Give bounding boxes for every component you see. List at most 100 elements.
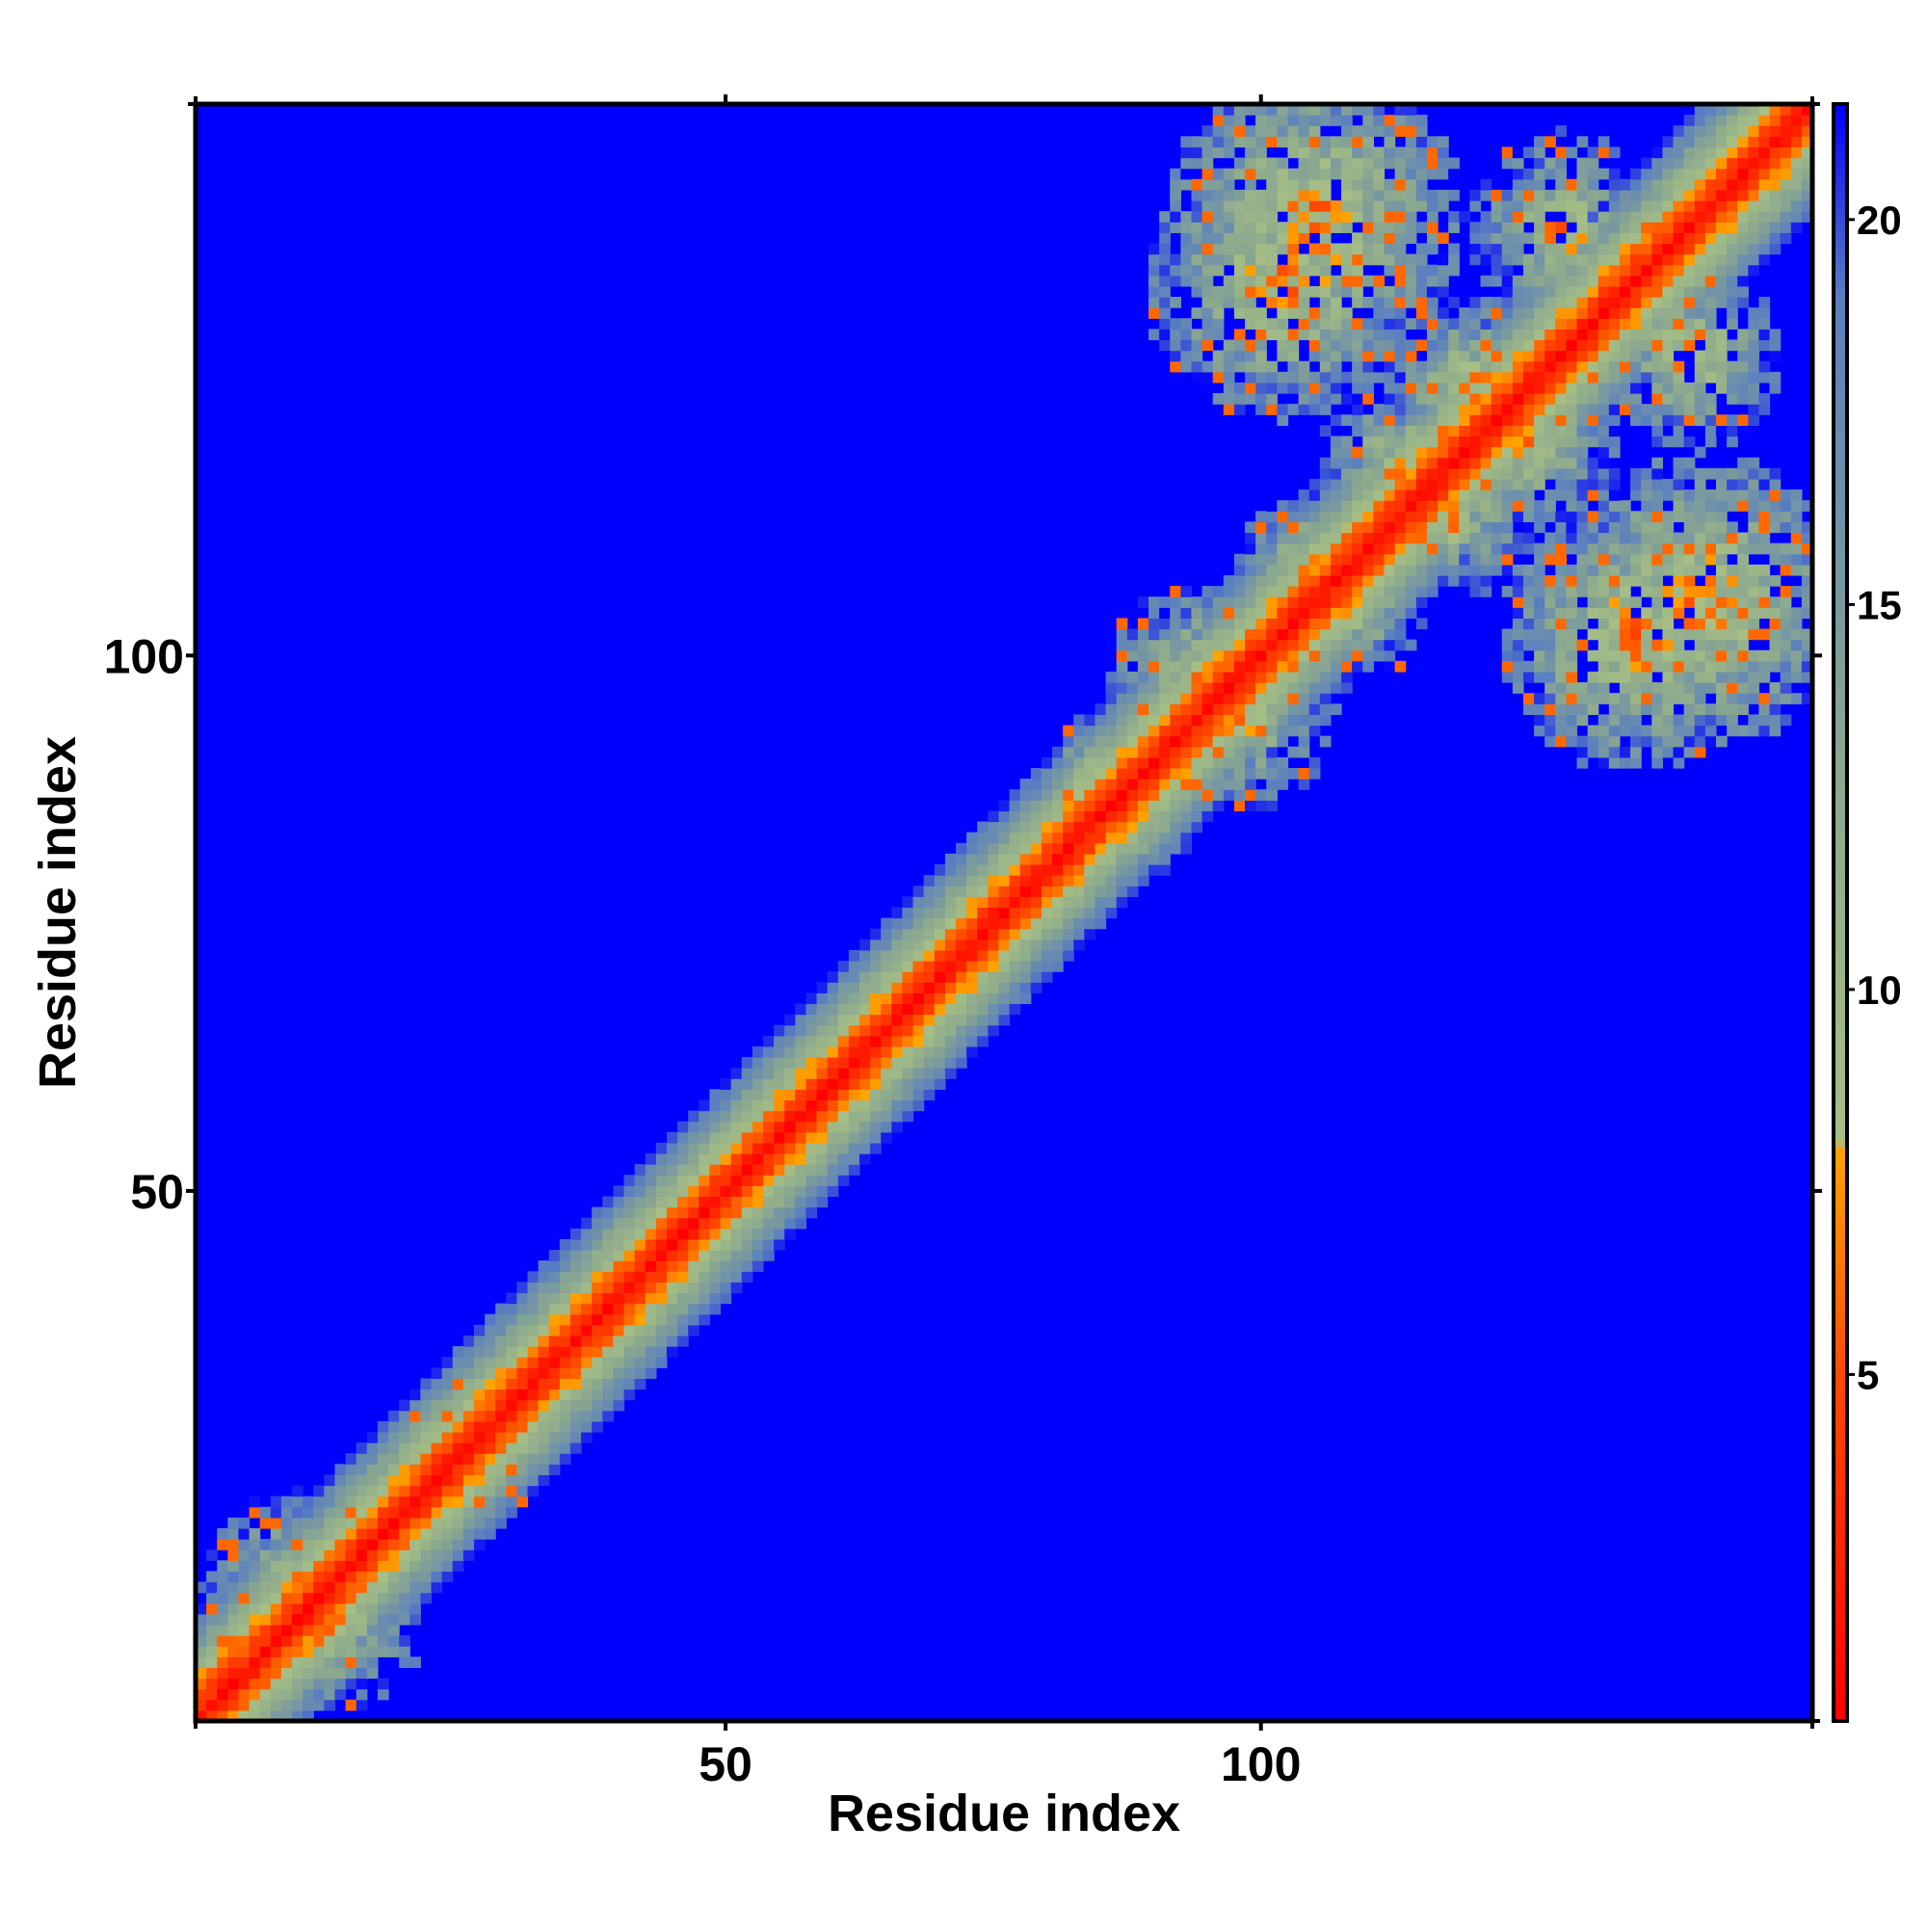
heatmap-cell <box>1620 404 1631 415</box>
heatmap-cell <box>752 1153 764 1165</box>
heatmap-cell <box>1716 190 1728 201</box>
heatmap-cell <box>1791 661 1803 673</box>
heatmap-cell <box>1630 693 1642 704</box>
heatmap-cell <box>592 1218 603 1230</box>
heatmap-cell <box>1502 351 1514 362</box>
heatmap-cell <box>870 1025 882 1037</box>
heatmap-cell <box>1266 115 1278 126</box>
heatmap-cell <box>817 1185 829 1197</box>
heatmap-cell <box>1341 351 1353 362</box>
heatmap-cell <box>1395 490 1407 501</box>
heatmap-cell <box>602 1229 614 1240</box>
heatmap-cell <box>367 1539 379 1550</box>
heatmap-cell <box>1320 393 1332 405</box>
heatmap-cell <box>1651 361 1663 373</box>
heatmap-cell <box>795 1015 806 1026</box>
heatmap-cell <box>1299 318 1310 330</box>
heatmap-cell <box>656 1239 668 1251</box>
heatmap-cell <box>1180 222 1192 233</box>
heatmap-cell <box>1781 115 1792 126</box>
heatmap-cell <box>1513 447 1524 459</box>
heatmap-cell <box>1385 351 1396 362</box>
heatmap-cell <box>1662 254 1674 266</box>
heatmap-cell <box>1106 800 1118 811</box>
heatmap-cell <box>1555 169 1567 180</box>
heatmap-cell <box>1213 297 1225 308</box>
heatmap-cell <box>1737 243 1749 254</box>
heatmap-cell <box>624 1325 636 1337</box>
heatmap-cell <box>988 810 999 822</box>
heatmap-cell <box>935 1036 946 1047</box>
colorbar-segment <box>1834 1535 1847 1544</box>
heatmap-cell <box>1438 533 1449 544</box>
heatmap-cell <box>1566 414 1577 426</box>
heatmap-cell <box>1737 703 1749 715</box>
heatmap-cell <box>303 1507 314 1519</box>
heatmap-cell <box>1438 425 1449 437</box>
colorbar-segment <box>1834 225 1847 234</box>
heatmap-cell <box>699 1207 710 1219</box>
heatmap-cell <box>1748 565 1759 576</box>
heatmap-cell <box>1042 864 1053 876</box>
heatmap-cell <box>1245 307 1256 319</box>
heatmap-cell <box>1770 607 1782 619</box>
heatmap-cell <box>1523 468 1535 480</box>
heatmap-cell <box>828 1015 839 1026</box>
heatmap-cell <box>1063 726 1074 737</box>
heatmap-cell <box>1213 618 1225 629</box>
heatmap-cell <box>1609 436 1621 447</box>
heatmap-cell <box>1224 243 1235 254</box>
heatmap-cell <box>688 1314 700 1326</box>
heatmap-cell <box>1117 822 1128 834</box>
colorbar-segment <box>1834 1284 1847 1293</box>
heatmap-cell <box>1598 276 1610 287</box>
heatmap-cell <box>624 1336 636 1347</box>
heatmap-cell <box>1287 533 1299 544</box>
heatmap-cell <box>795 1218 806 1230</box>
heatmap-cell <box>1695 158 1706 170</box>
heatmap-cell <box>1674 318 1685 330</box>
heatmap-cell <box>1224 254 1235 266</box>
heatmap-cell <box>1469 543 1481 555</box>
heatmap-cell <box>1213 146 1225 158</box>
heatmap-cell <box>731 1099 743 1111</box>
heatmap-cell <box>1266 500 1278 512</box>
heatmap-cell <box>1705 533 1717 544</box>
heatmap-cell <box>1748 458 1759 469</box>
heatmap-cell <box>1748 179 1759 191</box>
heatmap-cell <box>1737 179 1749 191</box>
heatmap-cell <box>1245 618 1256 629</box>
heatmap-cell <box>1159 833 1171 844</box>
heatmap-cell <box>334 1582 346 1594</box>
heatmap-cell <box>463 1539 475 1550</box>
heatmap-cell <box>431 1453 442 1465</box>
heatmap-cell <box>977 843 989 855</box>
colorbar-segment <box>1834 913 1847 921</box>
heatmap-cell <box>1674 393 1685 405</box>
heatmap-cell <box>624 1196 636 1207</box>
heatmap-cell <box>1770 640 1782 651</box>
heatmap-cell <box>1737 586 1749 597</box>
heatmap-cell <box>1255 575 1267 587</box>
heatmap-cell <box>1341 329 1353 340</box>
heatmap-cell <box>1770 243 1782 254</box>
heatmap-cell <box>828 971 839 983</box>
heatmap-cell <box>1245 640 1256 651</box>
heatmap-cell <box>635 1304 647 1315</box>
heatmap-cell <box>1299 693 1310 704</box>
heatmap-cell <box>1523 661 1535 673</box>
heatmap-cell <box>1309 596 1321 608</box>
heatmap-cell <box>1674 361 1685 373</box>
heatmap-cell <box>977 992 989 1004</box>
heatmap-cell <box>1448 500 1460 512</box>
heatmap-cell <box>1427 500 1439 512</box>
heatmap-cell <box>1438 447 1449 459</box>
heatmap-cell <box>1727 565 1738 576</box>
heatmap-cell <box>1245 361 1256 373</box>
heatmap-cell <box>1416 468 1428 480</box>
heatmap-cell <box>1148 640 1160 651</box>
heatmap-cell <box>378 1464 389 1475</box>
heatmap-cell <box>1544 169 1556 180</box>
heatmap-cell <box>1716 511 1728 522</box>
heatmap-cell <box>817 1122 829 1133</box>
